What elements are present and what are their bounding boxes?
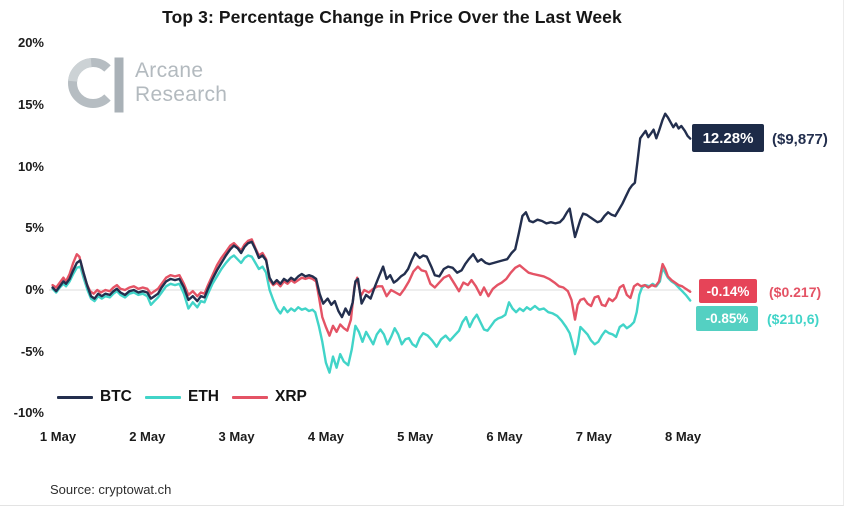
x-tick-label: 1 May (39, 429, 77, 444)
arcane-research-logo: Arcane Research (66, 52, 227, 114)
eth-change-badge: -0.85% (696, 306, 758, 331)
logo-line1: Arcane (135, 59, 204, 82)
btc-price-label: ($9,877) (772, 131, 828, 148)
xrp-line-swatch (232, 395, 268, 399)
xrp-price-label: ($0.217) (769, 284, 822, 300)
x-tick-label: 5 May (397, 429, 434, 444)
x-tick-label: 4 May (307, 429, 344, 444)
eth-change-value: -0.85% (705, 311, 749, 326)
xrp-change-value: -0.14% (706, 283, 750, 299)
source-caption: Source: cryptowat.ch (50, 482, 172, 497)
btc-change-value: 12.28% (702, 129, 754, 147)
y-tick-label: 20% (17, 35, 44, 51)
legend-item-xrp: XRP (232, 388, 307, 406)
x-tick-label: 8 May (665, 429, 702, 444)
legend-label-xrp: XRP (275, 388, 307, 405)
y-tick-label: 5% (25, 220, 44, 236)
arcane-logo-text: Arcane Research (135, 59, 227, 107)
x-tick-label: 7 May (575, 429, 612, 444)
y-tick-label: 15% (17, 97, 44, 113)
y-tick-label: 10% (17, 158, 44, 174)
legend-label-eth: ETH (188, 388, 219, 405)
page-title: Top 3: Percentage Change in Price Over t… (162, 7, 622, 27)
y-tick-label: -5% (20, 343, 44, 359)
y-tick-label: -10% (13, 405, 44, 421)
eth-price-label: ($210,6) (767, 311, 820, 327)
series-line-eth (51, 254, 692, 374)
series-line-xrp (51, 238, 692, 337)
xrp-change-badge: -0.14% (699, 279, 757, 303)
series-line-btc (51, 112, 692, 319)
legend-item-btc: BTC (57, 388, 132, 406)
legend-label-btc: BTC (100, 388, 132, 405)
legend-item-eth: ETH (145, 388, 219, 406)
x-tick-label: 6 May (486, 429, 523, 444)
btc-change-badge: 12.28% (692, 124, 764, 152)
btc-line-swatch (57, 395, 93, 399)
arcane-logo-icon (68, 57, 124, 113)
eth-line-swatch (145, 395, 181, 399)
x-tick-label: 2 May (129, 429, 166, 444)
y-tick-label: 0% (25, 282, 44, 297)
x-tick-label: 3 May (218, 429, 255, 444)
logo-line2: Research (135, 83, 228, 106)
